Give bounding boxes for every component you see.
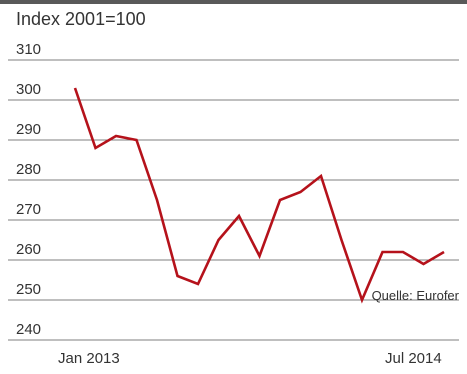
y-tick-label-270: 270	[16, 201, 41, 218]
unit-label: Index 2001=100	[16, 9, 146, 29]
y-tick-label-280: 280	[16, 161, 41, 178]
source-note: Quelle: Eurofer	[371, 288, 459, 303]
series-line-0	[73, 87, 445, 304]
y-tick-label-310: 310	[16, 41, 41, 58]
x-tick-label-end: Jul 2014	[385, 350, 442, 367]
y-tick-label-260: 260	[16, 241, 41, 258]
gridlines	[8, 59, 459, 341]
y-tick-label-290: 290	[16, 121, 41, 138]
y-tick-label-300: 300	[16, 81, 41, 98]
x-tick-label-start: Jan 2013	[58, 350, 120, 367]
y-tick-label-240: 240	[16, 321, 41, 338]
top-rule	[0, 0, 467, 4]
y-tick-labels: 310 300 290 280 270 260 250 240	[16, 41, 41, 338]
y-tick-label-250: 250	[16, 281, 41, 298]
series-layer	[73, 87, 445, 304]
